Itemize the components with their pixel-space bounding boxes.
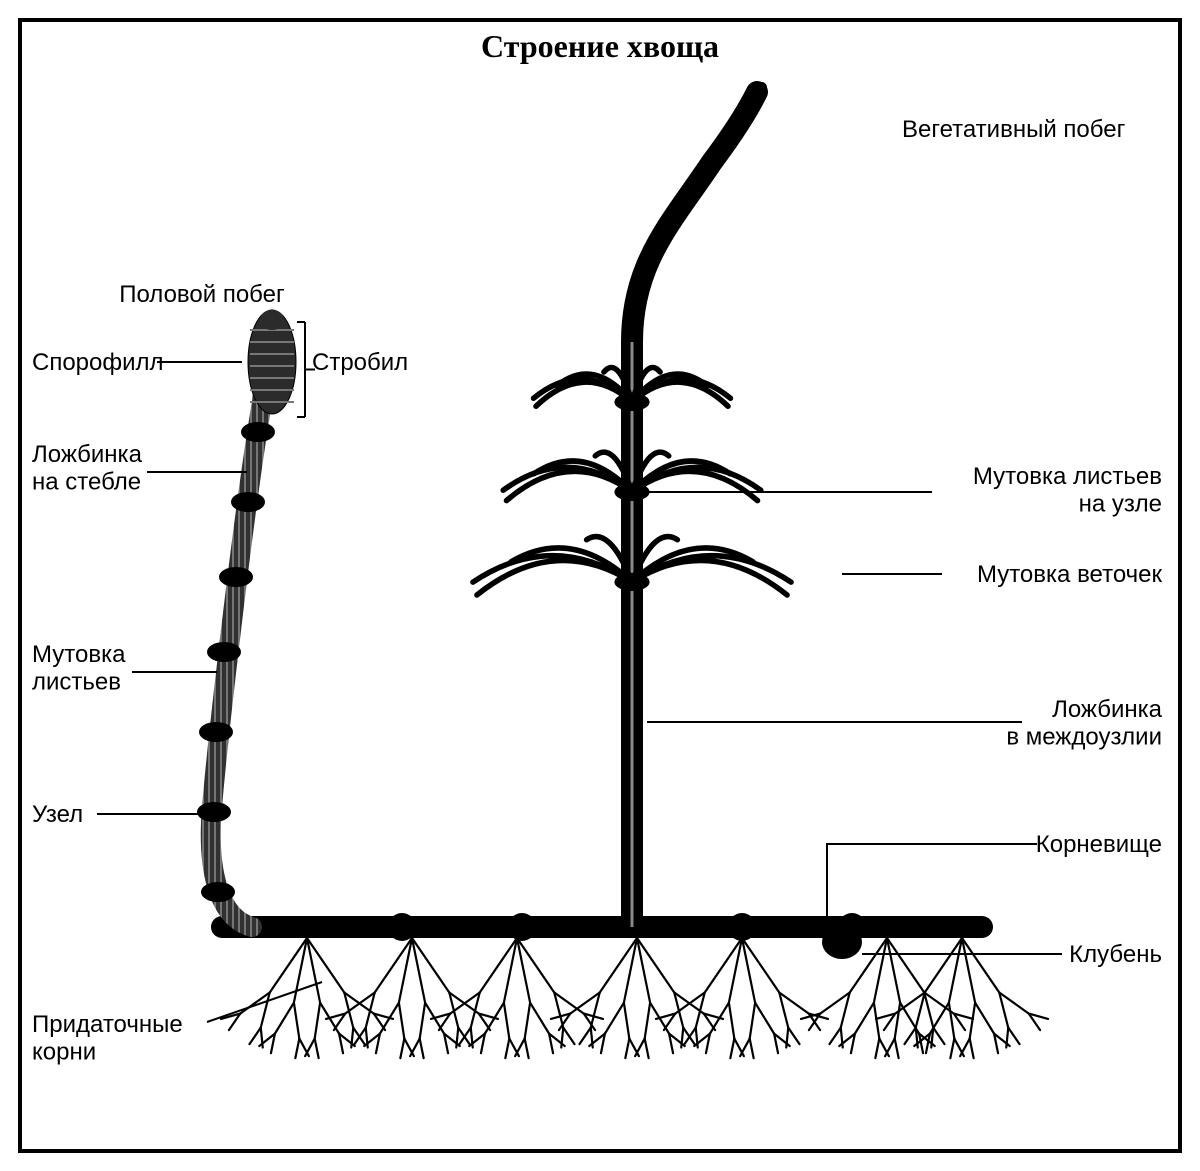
label-node: Узел: [32, 801, 83, 828]
diagram-frame: Строение хвоща Вегетативный побегПоловой…: [18, 18, 1182, 1153]
label-veget_shoot: Вегетативный побег: [902, 116, 1126, 143]
label-leaf_whorl_node: Мутовка листьевна узле: [973, 463, 1162, 518]
label-advent_roots: Придаточныекорни: [32, 1011, 183, 1066]
label-sporophyll: Спорофилл: [32, 349, 164, 376]
label-reprod_shoot: Половой побег: [119, 281, 285, 308]
label-branch_whorl: Мутовка веточек: [977, 561, 1163, 588]
label-groove_stem: Ложбинкана стебле: [32, 441, 143, 496]
label-leaf_whorl: Мутовкалистьев: [32, 641, 126, 696]
label-groove_inter: Ложбинкав междоузлии: [1006, 696, 1162, 751]
leader-rhizome: [827, 844, 1037, 917]
label-strobilus: Стробил: [312, 349, 408, 376]
diagram-svg: Вегетативный побег Половой побег Спорофилл…: [22, 22, 1178, 1149]
label-rhizome: Корневище: [1036, 831, 1162, 858]
label-tuber: Клубень: [1069, 941, 1162, 968]
